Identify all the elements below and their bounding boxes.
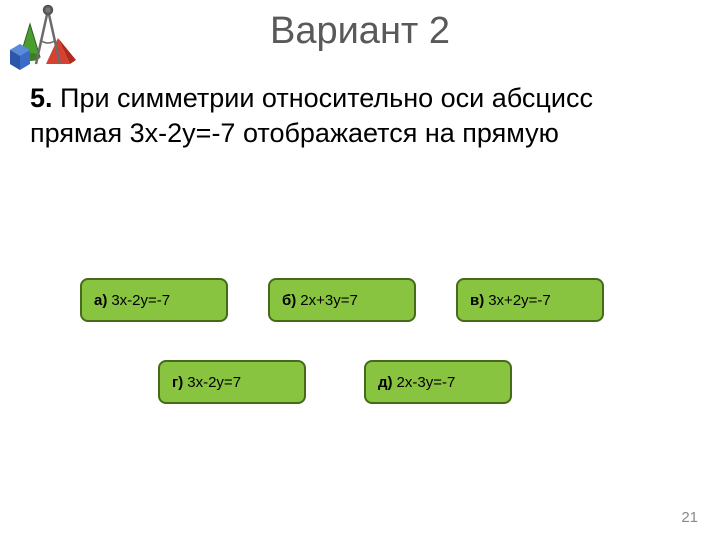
option-b-label: б) <box>282 292 296 309</box>
geometry-tools-icon <box>8 2 88 77</box>
option-g-text: 3х-2у=7 <box>187 374 241 391</box>
option-b-button[interactable]: б) 2х+3у=7 <box>268 278 416 322</box>
question-number: 5. <box>30 83 53 113</box>
options-container: а) 3х-2у=-7 б) 2х+3у=7 в) 3х+2у=-7 г) 3х… <box>0 278 720 404</box>
option-d-label: д) <box>378 374 393 391</box>
option-a-label: а) <box>94 292 107 309</box>
option-v-label: в) <box>470 292 484 309</box>
option-d-button[interactable]: д) 2х-3у=-7 <box>364 360 512 404</box>
option-a-button[interactable]: а) 3х-2у=-7 <box>80 278 228 322</box>
page-title: Вариант 2 <box>0 0 720 53</box>
option-v-text: 3х+2у=-7 <box>488 292 551 309</box>
options-row-1: а) 3х-2у=-7 б) 2х+3у=7 в) 3х+2у=-7 <box>0 278 720 322</box>
options-row-2: г) 3х-2у=7 д) 2х-3у=-7 <box>0 360 720 404</box>
question-text: 5. При симметрии относительно оси абсцис… <box>0 53 720 151</box>
option-b-text: 2х+3у=7 <box>300 292 358 309</box>
option-g-label: г) <box>172 374 183 391</box>
option-a-text: 3х-2у=-7 <box>111 292 170 309</box>
option-v-button[interactable]: в) 3х+2у=-7 <box>456 278 604 322</box>
page-number: 21 <box>681 509 698 526</box>
question-body: При симметрии относительно оси абсцисс п… <box>30 83 593 148</box>
option-g-button[interactable]: г) 3х-2у=7 <box>158 360 306 404</box>
option-d-text: 2х-3у=-7 <box>397 374 456 391</box>
